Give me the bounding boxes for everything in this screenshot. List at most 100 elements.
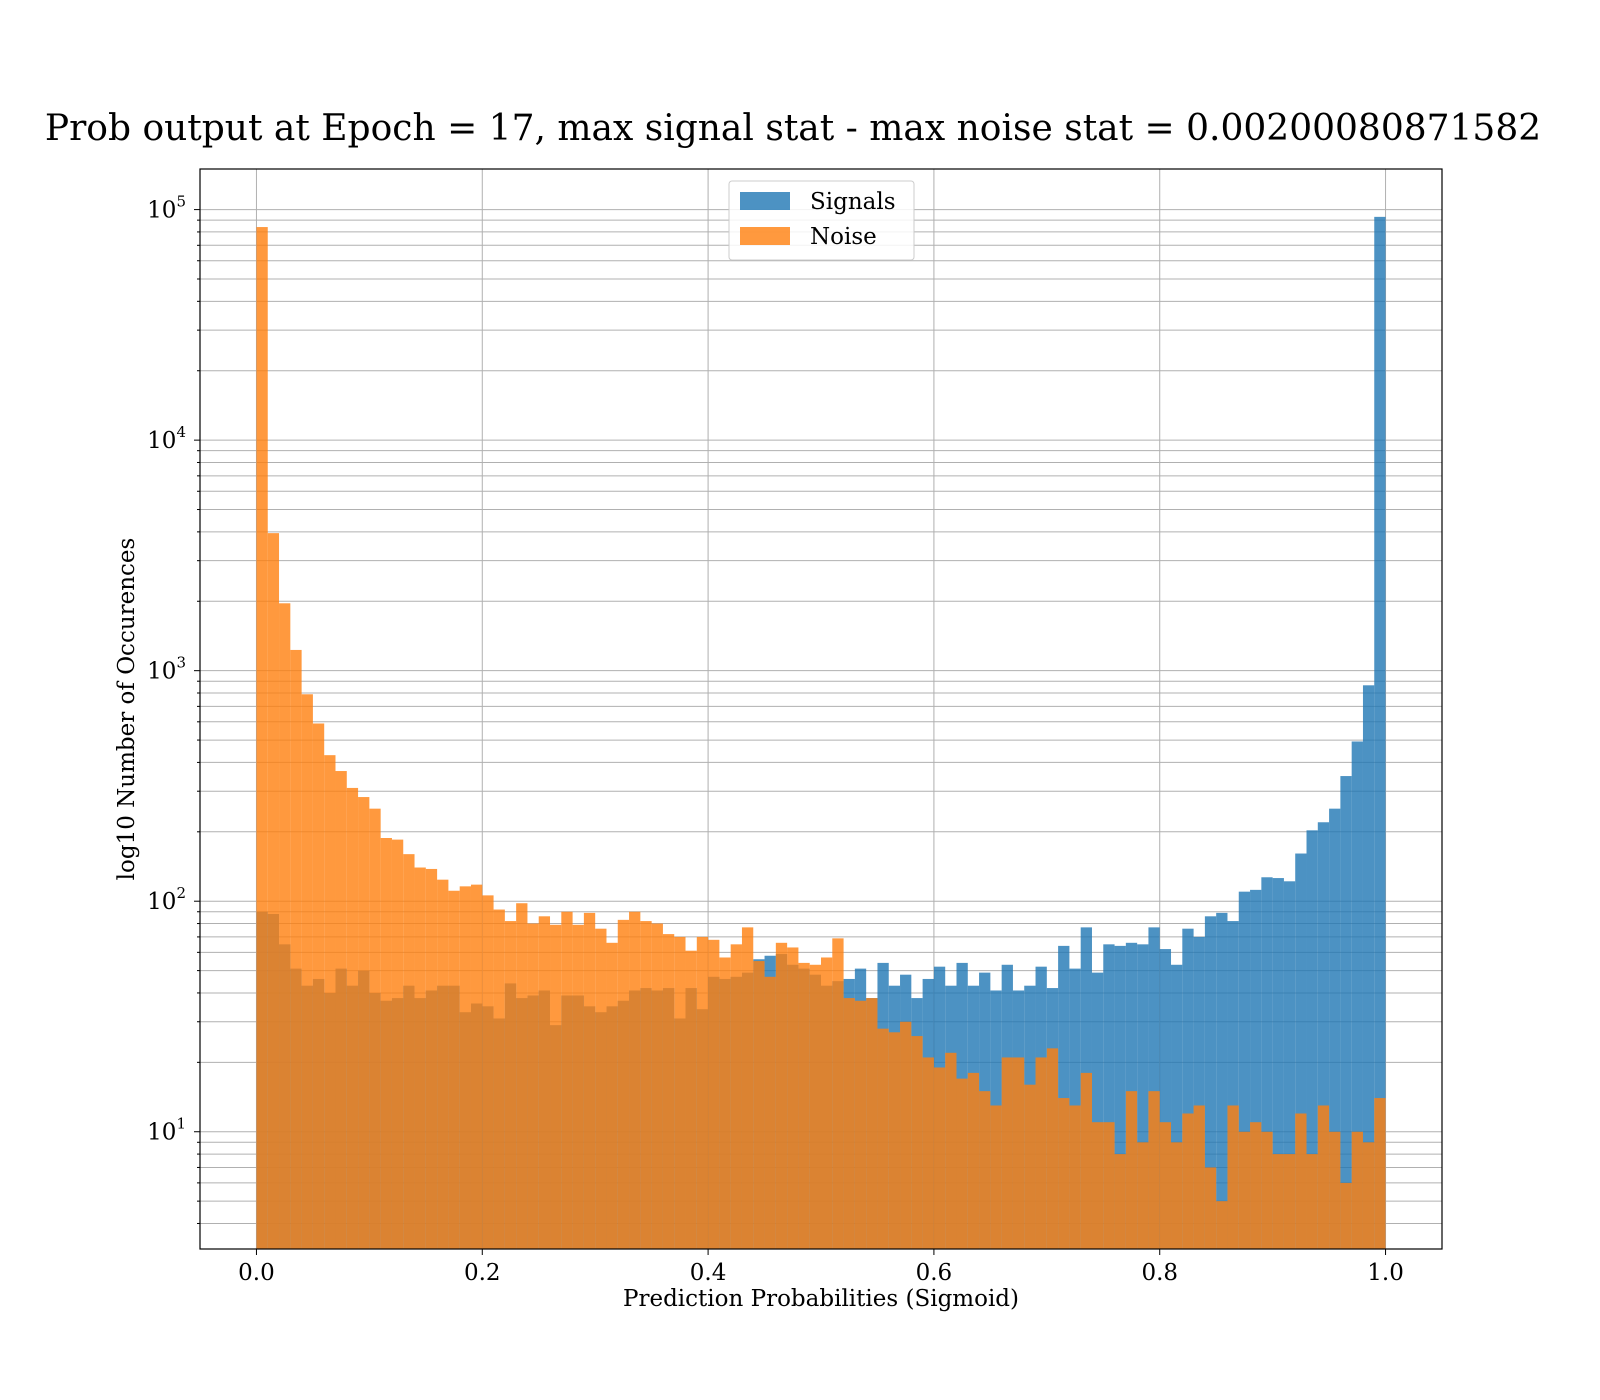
plot-frame: [199, 168, 1443, 1250]
noise-bar: [730, 944, 742, 1249]
noise-bar: [922, 1057, 934, 1249]
noise-bar: [674, 936, 686, 1249]
noise-bar: [561, 911, 573, 1249]
noise-bar: [764, 976, 776, 1249]
signal-bar: [1374, 216, 1386, 1250]
x-tick-label: 1.0: [1367, 1260, 1404, 1286]
noise-bar: [1069, 1105, 1081, 1249]
y-tick-label: 104: [147, 423, 186, 454]
noise-bar: [945, 1052, 957, 1249]
noise-bar: [1001, 1057, 1013, 1249]
signal-bar: [1295, 853, 1307, 1249]
noise-bar: [1283, 1154, 1296, 1249]
legend: Signals Noise: [728, 180, 915, 261]
noise-bar: [1272, 1154, 1284, 1249]
signal-bar: [1227, 921, 1239, 1249]
x-tick-label: 0.2: [464, 1260, 501, 1286]
signal-bar: [1272, 878, 1284, 1249]
signal-bar: [1261, 877, 1273, 1249]
noise-bar: [312, 723, 325, 1249]
noise-bar: [708, 939, 720, 1249]
noise-bar: [1012, 1057, 1025, 1249]
y-tick-label: 105: [147, 193, 186, 224]
noise-bar: [527, 923, 539, 1249]
chart-title: Prob output at Epoch = 17, max signal st…: [45, 108, 1541, 149]
x-tick-label: 0.8: [1141, 1260, 1178, 1286]
signal-bar: [1351, 741, 1363, 1249]
noise-bar: [1238, 1131, 1251, 1249]
noise-bar: [1035, 1057, 1047, 1249]
noise-bar: [877, 1028, 889, 1249]
x-tick-label: 0.0: [238, 1260, 275, 1286]
noise-bar: [358, 797, 370, 1249]
noise-bar: [719, 957, 731, 1249]
signal-bar: [1340, 776, 1352, 1249]
signal-bar: [1182, 928, 1194, 1249]
y-tick-label: 103: [147, 654, 186, 685]
noise-bar: [843, 998, 855, 1249]
noise-bar: [1329, 1131, 1341, 1249]
noise-bar: [267, 533, 280, 1249]
signal-bar: [1159, 949, 1172, 1249]
noise-bar: [1250, 1122, 1262, 1249]
noise-bar: [1058, 1098, 1070, 1249]
noise-bar: [821, 957, 833, 1249]
noise-bar: [425, 868, 438, 1249]
noise-bar: [1046, 1048, 1059, 1249]
noise-bar: [1137, 1142, 1149, 1249]
noise-bar: [346, 787, 359, 1249]
noise-bar: [640, 921, 652, 1249]
noise-bar: [301, 694, 313, 1249]
noise-bar: [324, 755, 336, 1249]
noise-bar: [651, 923, 663, 1249]
noise-bar: [516, 903, 528, 1249]
noise-bar: [933, 1067, 946, 1249]
noise-bar: [696, 936, 709, 1249]
noise-bar: [832, 938, 844, 1249]
x-tick-label: 0.4: [690, 1260, 727, 1286]
noise-bar: [1204, 1167, 1217, 1249]
signal-bar: [1091, 972, 1104, 1249]
noise-bar: [1362, 1142, 1375, 1249]
noise-bar: [798, 962, 810, 1249]
noise-bar: [1216, 1201, 1228, 1249]
noise-bar: [414, 867, 426, 1249]
noise-bar: [380, 838, 392, 1249]
noise-bar: [1261, 1131, 1273, 1249]
noise-bar: [809, 964, 821, 1249]
noise-bar: [550, 924, 562, 1249]
signal-bar: [1058, 945, 1070, 1249]
noise-bar: [1171, 1142, 1183, 1249]
y-tick-label: 102: [147, 884, 186, 915]
noise-bar: [1125, 1091, 1138, 1249]
noise-bar: [482, 895, 494, 1249]
noise-bar: [1091, 1122, 1104, 1249]
noise-bar: [1114, 1154, 1126, 1249]
x-axis-label: Prediction Probabilities (Sigmoid): [623, 1286, 1019, 1312]
noise-bar: [606, 942, 618, 1249]
noise-bar: [538, 916, 551, 1249]
legend-swatch-signals: [740, 192, 790, 210]
noise-bar: [1317, 1105, 1330, 1249]
noise-bar: [1340, 1182, 1352, 1249]
noise-bar: [854, 1000, 867, 1249]
noise-bar: [470, 884, 483, 1249]
noise-bar: [753, 961, 765, 1249]
noise-bar: [369, 808, 381, 1249]
noise-bar: [1295, 1113, 1307, 1249]
noise-bar: [617, 919, 630, 1249]
signal-bar: [1204, 916, 1217, 1249]
noise-bar: [979, 1091, 991, 1249]
noise-bar: [775, 942, 788, 1249]
signal-bar: [1103, 944, 1115, 1249]
noise-bar: [403, 854, 415, 1249]
noise-bar: [685, 950, 697, 1249]
noise-bar: [1306, 1154, 1318, 1249]
noise-bar: [967, 1072, 980, 1249]
noise-bars: [256, 227, 1386, 1250]
axis-ticks: 0.0 0.2 0.4 0.6 0.8 1.0 101 102 103 104 105: [147, 193, 1404, 1286]
noise-bar: [493, 909, 505, 1249]
signal-bar: [1148, 927, 1160, 1249]
signal-bar: [1329, 808, 1341, 1249]
